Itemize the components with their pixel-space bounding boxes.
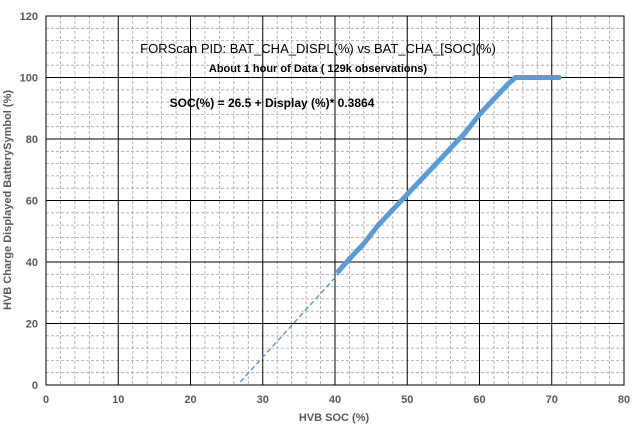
x-tick-label: 80: [618, 394, 630, 406]
chart-subtitle: About 1 hour of Data ( 129k observations…: [209, 63, 428, 75]
x-tick-label: 10: [112, 394, 124, 406]
x-tick-label: 30: [257, 394, 269, 406]
trendline-layer: [239, 273, 340, 383]
y-tick-label: 20: [26, 319, 38, 331]
plot-area-border: [45, 15, 625, 386]
y-tick-label: 60: [26, 196, 38, 208]
y-tick-label: 120: [20, 11, 38, 23]
x-tick-label: 40: [329, 394, 341, 406]
y-tick-label: 0: [32, 380, 38, 392]
y-tick-label: 80: [26, 134, 38, 146]
data-point: [336, 268, 342, 274]
data-point: [549, 74, 555, 81]
chart-title: FORScan PID: BAT_CHA_DISPL(%) vs BAT_CHA…: [140, 41, 496, 56]
data-point: [419, 176, 425, 182]
data-point: [448, 145, 454, 151]
y-axis-title: HVB Charge Displayed BatterySymbol (%): [2, 90, 14, 310]
x-tick-label: 20: [184, 394, 196, 406]
data-point: [491, 96, 497, 102]
data-point: [404, 191, 410, 197]
x-tick-label: 70: [546, 394, 558, 406]
trendline: [239, 273, 340, 383]
data-point: [541, 74, 548, 81]
data-point: [520, 74, 526, 81]
data-point: [505, 81, 511, 87]
data-point: [476, 111, 483, 117]
y-tick-labels: 0 20 40 60 80 100 120: [20, 11, 38, 392]
data-point: [534, 74, 540, 81]
x-tick-labels: 0 10 20 30 40 50 60 70 80: [43, 394, 630, 406]
x-axis-title: HVB SOC (%): [299, 412, 370, 424]
data-point: [527, 74, 533, 81]
x-tick-label: 0: [43, 394, 49, 406]
data-point: [346, 256, 353, 262]
data-point: [556, 74, 562, 81]
data-point: [375, 222, 381, 228]
data-points-layer: [336, 74, 562, 274]
x-tick-label: 60: [473, 394, 485, 406]
x-tick-label: 50: [401, 394, 413, 406]
data-point: [361, 240, 367, 247]
data-point: [462, 130, 468, 136]
formula-annotation: SOC(%) = 26.5 + Display (%)* 0.3864: [170, 96, 375, 110]
y-tick-label: 40: [26, 257, 38, 269]
data-point: [433, 161, 439, 167]
data-point: [390, 207, 396, 213]
y-tick-label: 100: [20, 73, 38, 85]
data-point: [513, 74, 519, 81]
